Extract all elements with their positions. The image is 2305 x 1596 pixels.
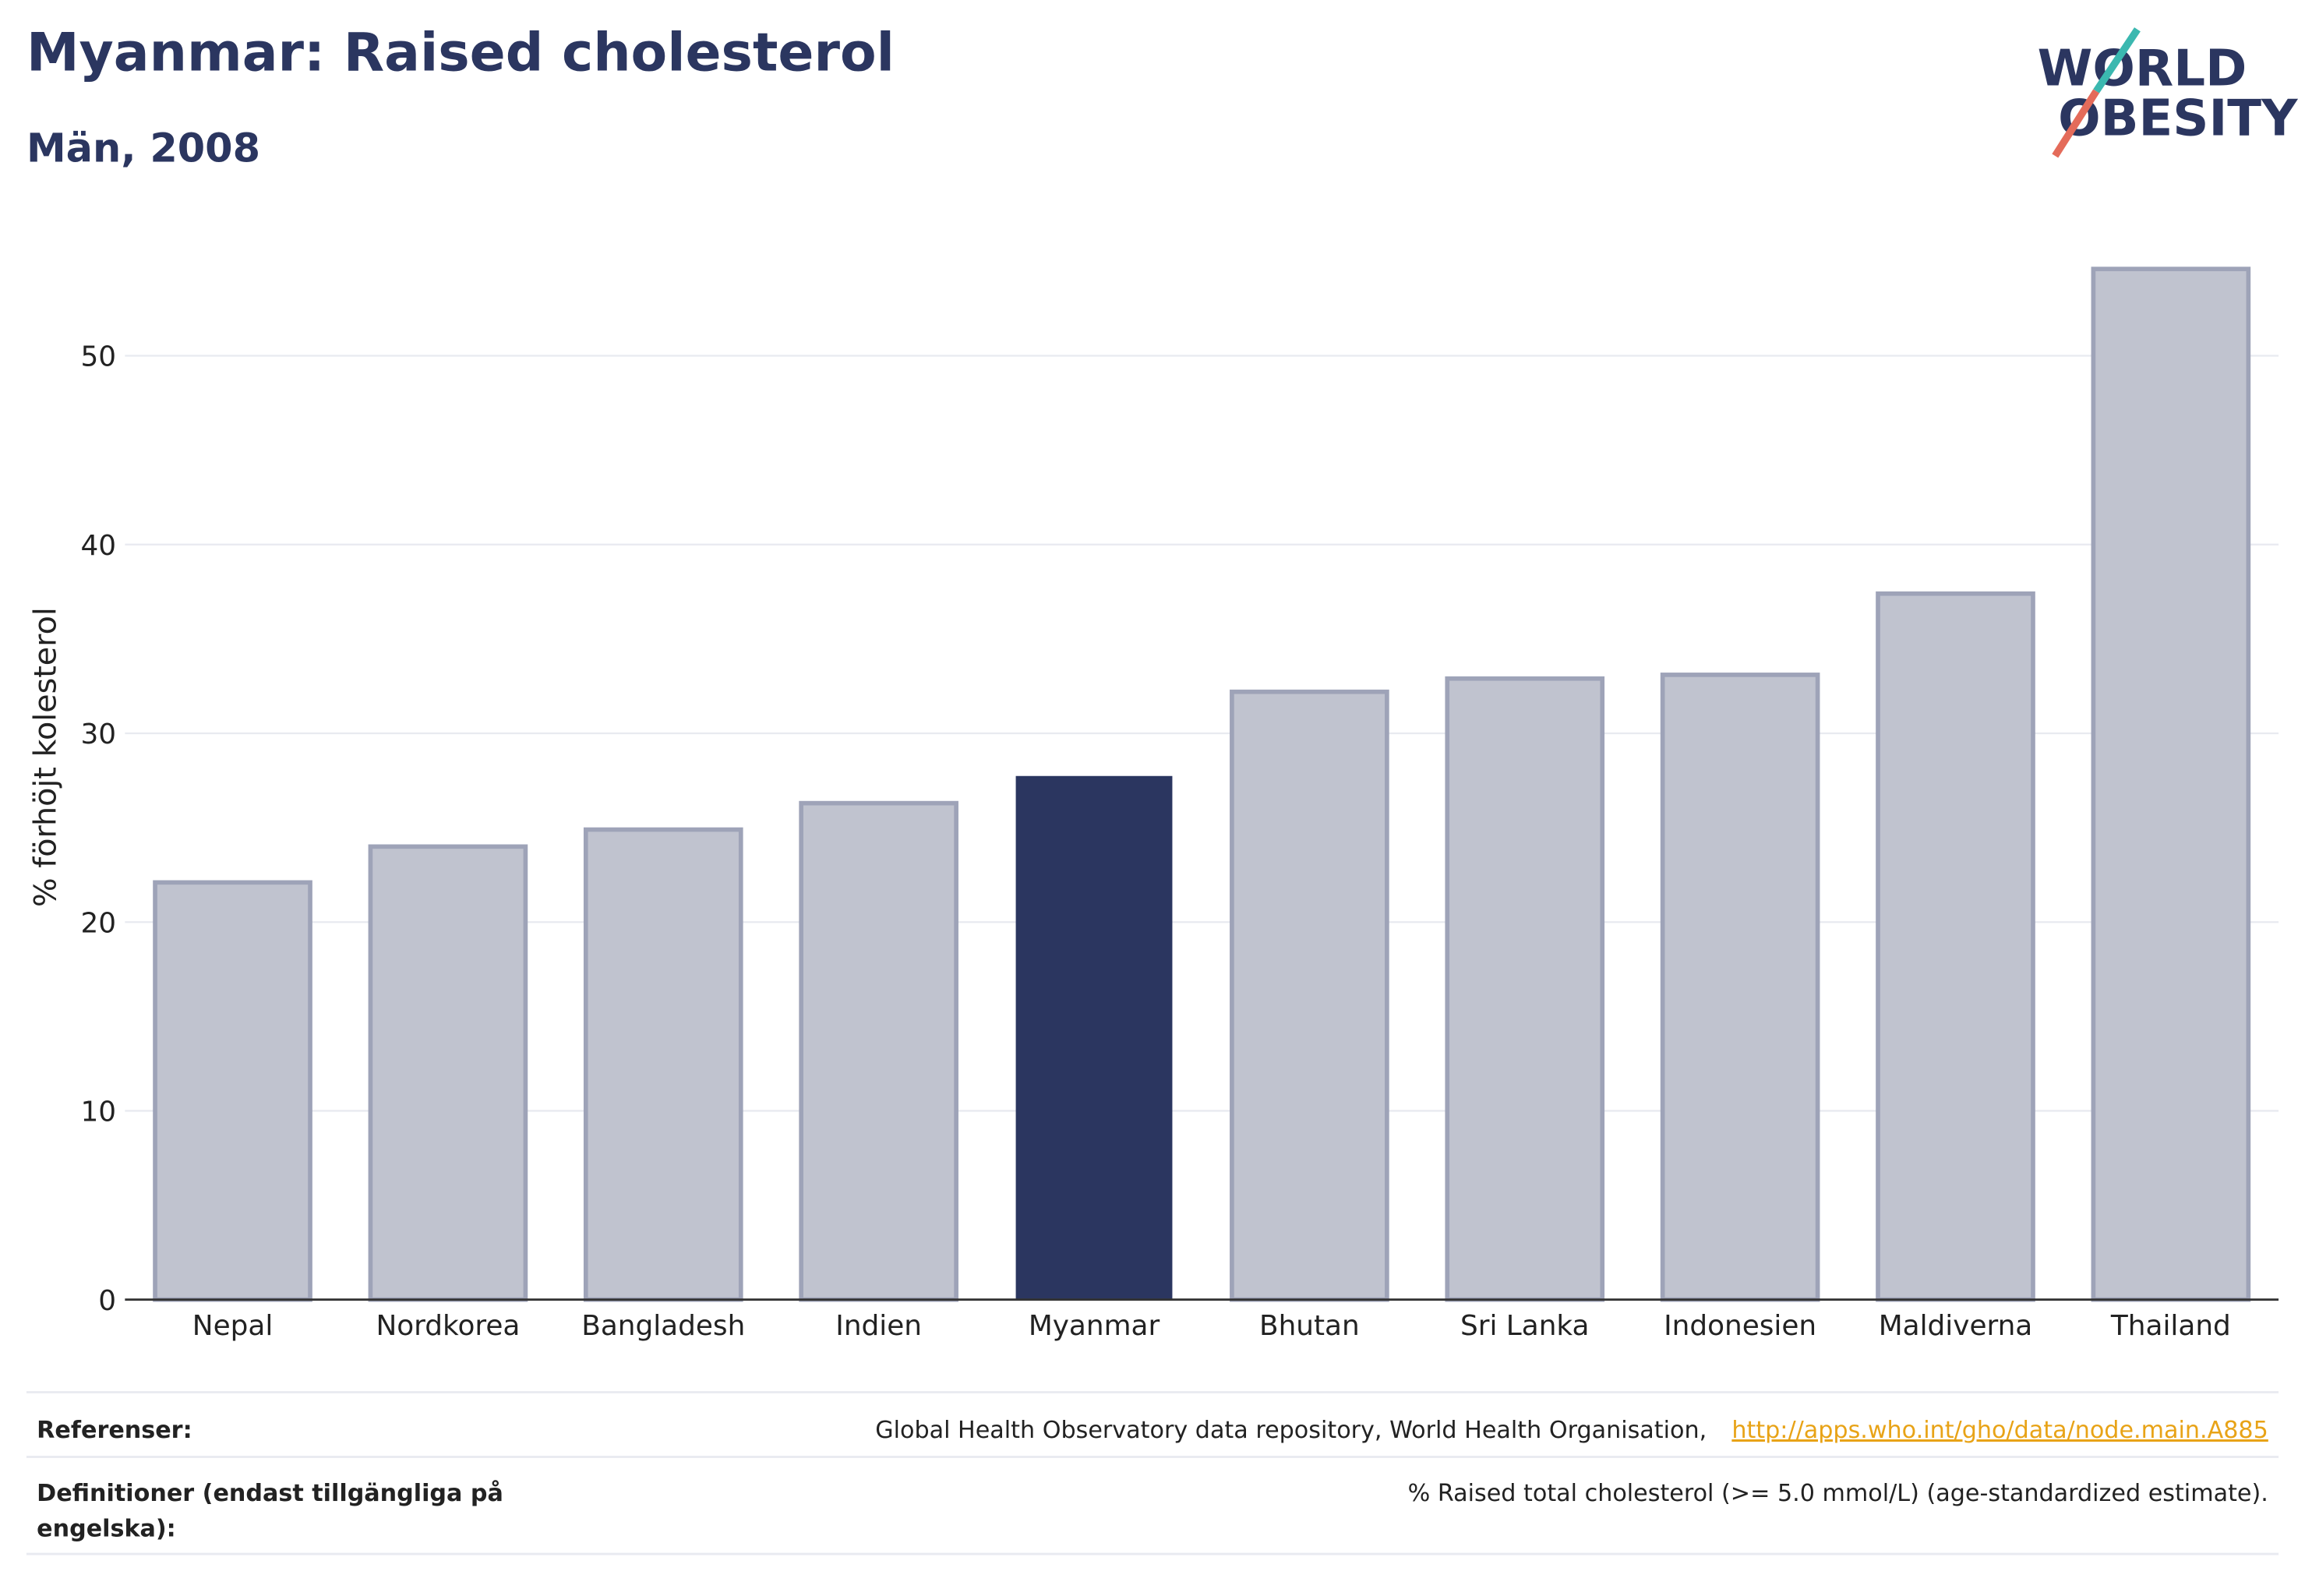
x-tick-label: Bangladesh	[581, 1310, 745, 1342]
footer: Referenser: Global Health Observatory da…	[26, 1391, 2279, 1555]
x-tick-label: Nordkorea	[376, 1310, 520, 1342]
footer-link[interactable]: http://apps.who.int/gho/data/node.main.A…	[1731, 1417, 2268, 1444]
footer-text: % Raised total cholesterol (>= 5.0 mmol/…	[1408, 1480, 2268, 1507]
x-tick-label: Thailand	[2110, 1310, 2231, 1342]
x-tick-label: Indonesien	[1664, 1310, 1816, 1342]
bar	[1445, 676, 1605, 1302]
bar	[368, 844, 528, 1302]
footer-label: Referenser:	[37, 1417, 192, 1444]
bar	[583, 827, 743, 1302]
x-tick-label: Maldiverna	[1879, 1310, 2033, 1342]
logo-text: OBESITY	[2058, 90, 2299, 148]
y-tick-label: 30	[80, 719, 116, 750]
x-tick-label: Indien	[835, 1310, 922, 1342]
bar	[153, 880, 312, 1302]
footer-label: Definitioner (endast tillgängliga på	[37, 1479, 503, 1507]
x-tick-label: Sri Lanka	[1460, 1310, 1590, 1342]
x-tick-label: Bhutan	[1259, 1310, 1360, 1342]
logo-slash	[2093, 27, 2141, 94]
x-tick-label: Nepal	[192, 1310, 273, 1342]
chart-subtitle: Män, 2008	[26, 126, 260, 172]
bar	[1660, 673, 1820, 1302]
plot: 0 10 20 30 40 50 Nepal Nordkorea Bangladesh Indie…	[80, 267, 2279, 1342]
bar	[2091, 267, 2251, 1302]
bar	[1230, 689, 1389, 1302]
logo-text: WORLD	[2038, 39, 2247, 97]
y-tick-label: 20	[80, 907, 116, 939]
bar	[799, 800, 958, 1302]
bar	[1015, 775, 1173, 1301]
x-tick-label: Myanmar	[1029, 1310, 1160, 1342]
footer-text: Global Health Observatory data repositor…	[875, 1417, 1707, 1444]
logo-slash	[2052, 89, 2100, 158]
y-axis-label: % förhöjt kolesterol	[28, 607, 64, 907]
chart-title: Myanmar: Raised cholesterol	[26, 23, 895, 84]
y-tick-label: 0	[98, 1285, 116, 1317]
y-tick-label: 40	[80, 530, 116, 562]
y-tick-label: 10	[80, 1096, 116, 1128]
y-tick-label: 50	[80, 341, 116, 373]
footer-label: engelska):	[37, 1515, 176, 1542]
bar	[1876, 591, 2035, 1302]
